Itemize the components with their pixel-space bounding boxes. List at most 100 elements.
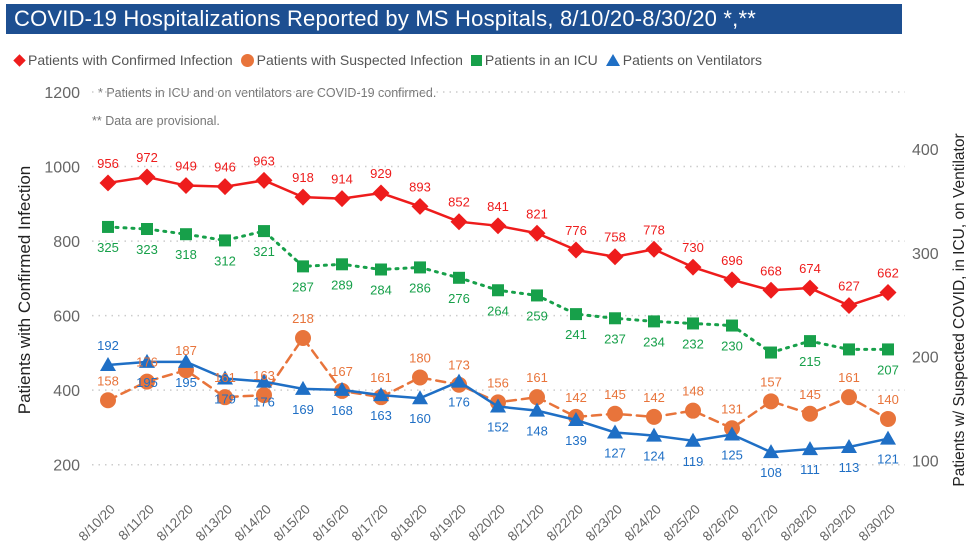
data-label: 972 <box>136 150 158 165</box>
data-label: 148 <box>682 384 704 399</box>
data-label: 237 <box>604 331 626 346</box>
data-point <box>879 284 897 302</box>
data-label: 168 <box>331 403 353 418</box>
data-label: 139 <box>565 433 587 448</box>
data-label: 287 <box>292 279 314 294</box>
data-label: 323 <box>136 242 158 257</box>
data-label: 929 <box>370 166 392 181</box>
data-point <box>177 177 195 195</box>
data-label: 195 <box>175 375 197 390</box>
data-point <box>763 393 779 410</box>
data-label: 914 <box>331 172 353 187</box>
data-point <box>531 289 543 302</box>
data-label: 124 <box>643 449 665 464</box>
data-label: 125 <box>721 448 743 463</box>
data-label: 918 <box>292 170 314 185</box>
data-point <box>685 402 701 419</box>
data-label: 259 <box>526 308 548 323</box>
y2-tick-label: 100 <box>912 453 939 470</box>
data-point <box>100 356 116 371</box>
data-point <box>258 225 270 238</box>
x-tick-label: 8/17/20 <box>349 502 391 544</box>
data-label: 241 <box>565 327 587 342</box>
data-point <box>141 223 153 236</box>
data-label: 321 <box>253 244 275 259</box>
data-label: 207 <box>877 362 899 377</box>
x-tick-label: 8/18/20 <box>388 502 430 544</box>
data-label: 662 <box>877 266 899 281</box>
data-label: 187 <box>175 343 197 358</box>
note-icu: * Patients in ICU and on ventilators are… <box>98 86 436 100</box>
legend-item-suspected: Patients with Suspected Infection <box>240 52 463 68</box>
legend: Patients with Confirmed Infection Patien… <box>13 52 762 68</box>
x-tick-label: 8/26/20 <box>700 502 742 544</box>
data-label: 160 <box>409 411 431 426</box>
data-label: 179 <box>214 391 236 406</box>
y-axis-label: Patients with Confirmed Infection <box>15 166 34 415</box>
data-label: 893 <box>409 179 431 194</box>
chart-title: COVID-19 Hospitalizations Reported by MS… <box>6 4 902 34</box>
data-point <box>648 315 660 328</box>
data-point <box>880 430 896 445</box>
data-point <box>333 190 351 208</box>
data-label: 192 <box>97 338 119 353</box>
legend-label: Patients with Confirmed Infection <box>28 52 233 68</box>
y-tick-label: 600 <box>53 309 80 326</box>
data-label: 161 <box>526 370 548 385</box>
data-label: 167 <box>331 364 353 379</box>
data-point <box>646 427 662 442</box>
data-point <box>139 373 155 390</box>
y2-tick-label: 200 <box>912 350 939 367</box>
x-tick-label: 8/10/20 <box>76 502 118 544</box>
data-label: 145 <box>799 387 821 402</box>
data-label: 218 <box>292 311 314 326</box>
data-point <box>841 438 857 453</box>
data-label: 152 <box>487 420 509 435</box>
y-tick-label: 200 <box>53 458 80 475</box>
data-point <box>411 197 429 215</box>
data-point <box>567 241 585 259</box>
data-point <box>412 390 428 405</box>
data-point <box>180 228 192 241</box>
data-point <box>765 346 777 359</box>
data-point <box>336 258 348 271</box>
data-point <box>256 373 272 388</box>
data-label: 195 <box>136 375 158 390</box>
x-tick-label: 8/28/20 <box>778 502 820 544</box>
data-point <box>762 281 780 299</box>
data-point <box>568 412 584 426</box>
data-label: 674 <box>799 261 821 276</box>
data-label: 312 <box>214 253 236 268</box>
y-tick-label: 400 <box>53 383 80 400</box>
data-point <box>334 381 350 396</box>
data-point <box>570 308 582 321</box>
data-label: 121 <box>877 452 899 467</box>
data-label: 730 <box>682 240 704 255</box>
x-tick-label: 8/11/20 <box>115 502 157 544</box>
x-tick-label: 8/15/20 <box>271 502 313 544</box>
data-point <box>297 260 309 273</box>
data-point <box>138 168 156 186</box>
data-point <box>841 389 857 406</box>
y2-axis-label: Patients w/ Suspected COVID, in ICU, on … <box>951 133 968 486</box>
data-label: 230 <box>721 339 743 354</box>
data-point <box>843 343 855 356</box>
data-point <box>802 441 818 456</box>
data-point <box>372 184 390 202</box>
data-point <box>882 343 894 356</box>
data-point <box>804 335 816 348</box>
data-label: 131 <box>721 401 743 416</box>
data-point <box>219 234 231 247</box>
data-label: 142 <box>643 390 665 405</box>
x-tick-label: 8/16/20 <box>310 502 352 544</box>
data-label: 161 <box>370 370 392 385</box>
data-point <box>489 217 507 235</box>
data-label: 289 <box>331 277 353 292</box>
x-tick-label: 8/23/20 <box>583 502 625 544</box>
data-label: 232 <box>682 336 704 351</box>
data-label: 627 <box>838 279 860 294</box>
x-tick-label: 8/24/20 <box>622 502 664 544</box>
data-point <box>294 188 312 206</box>
x-tick-label: 8/13/20 <box>193 502 235 544</box>
data-point <box>646 408 662 425</box>
